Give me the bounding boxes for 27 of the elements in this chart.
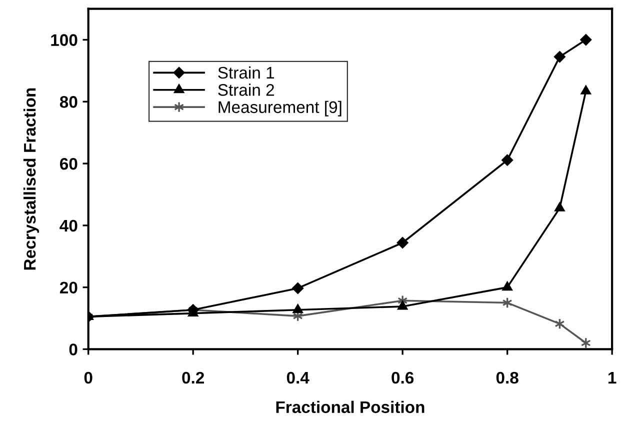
- x-tick-label: 0.8: [496, 372, 518, 384]
- point: [580, 85, 591, 94]
- point: [398, 300, 408, 310]
- legend-label: Measurement [9]: [218, 100, 342, 116]
- y-tick-label: 0: [69, 344, 78, 356]
- y-tick-label: 100: [51, 34, 78, 46]
- point: [502, 282, 512, 291]
- y-tick-label: 80: [60, 96, 78, 108]
- point: [502, 154, 514, 166]
- point: [580, 34, 592, 46]
- y-axis-title: Recrystallised Fraction: [23, 88, 40, 270]
- point: [292, 304, 303, 314]
- point: [396, 237, 408, 248]
- x-axis-title: Fractional Position: [276, 400, 424, 414]
- point: [554, 51, 566, 62]
- x-tick-label: 0.2: [182, 372, 204, 384]
- x-tick-label: 0: [84, 372, 92, 384]
- point: [292, 282, 304, 294]
- y-tick-label: 20: [60, 282, 78, 294]
- legend-label: Strain 1: [218, 66, 274, 79]
- y-tick-label: 60: [60, 158, 78, 170]
- y-tick-label: 40: [60, 220, 78, 232]
- x-tick-label: 0.4: [286, 372, 310, 384]
- legend-label: Strain 2: [218, 84, 274, 96]
- x-tick-label: 1: [608, 372, 616, 384]
- x-tick-label: 0.6: [392, 372, 414, 384]
- point: [554, 202, 565, 212]
